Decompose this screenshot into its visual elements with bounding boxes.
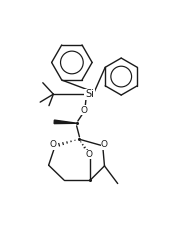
Text: O: O: [50, 140, 57, 149]
Polygon shape: [54, 120, 77, 124]
Text: Si: Si: [85, 89, 94, 99]
Text: O: O: [101, 140, 108, 149]
Text: O: O: [85, 150, 93, 159]
Text: O: O: [81, 105, 88, 114]
